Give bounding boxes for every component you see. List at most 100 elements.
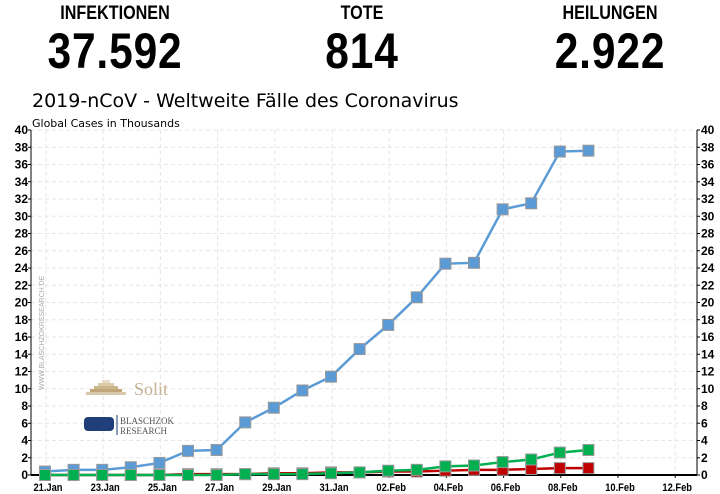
solit-logo: Solit: [134, 379, 168, 399]
y-tick-label-right: 26: [701, 244, 715, 258]
y-tick-label-left: 36: [15, 158, 29, 172]
data-point-infektionen: [525, 197, 538, 210]
data-point-infektionen: [468, 256, 480, 269]
data-point-heilungen: [325, 467, 337, 480]
stat-label: TOTE: [340, 3, 384, 24]
y-tick-label-right: 34: [701, 175, 715, 189]
chart-title: 2019-nCoV - Weltweite Fälle des Coronavi…: [32, 90, 459, 112]
solit-logo-icon: [94, 386, 118, 389]
data-point-infektionen: [153, 456, 166, 469]
stat-deaths: TOTE 814: [262, 0, 462, 77]
stat-recovered: HEILUNGEN 2.922: [510, 0, 710, 77]
y-tick-label-left: 38: [15, 140, 29, 154]
y-tick-label-left: 14: [15, 347, 29, 361]
y-tick-label-left: 20: [15, 296, 29, 310]
y-tick-label-right: 22: [701, 278, 715, 292]
data-point-infektionen: [353, 343, 366, 356]
y-tick-label-right: 0: [701, 468, 708, 482]
blaschzok-logo-text: BLASCHZOK: [120, 416, 175, 426]
data-point-heilungen: [296, 468, 309, 481]
y-tick-label-left: 4: [21, 434, 28, 448]
data-point-heilungen: [153, 469, 166, 481]
data-point-infektionen: [325, 370, 337, 383]
data-point-infektionen: [182, 444, 194, 457]
data-point-heilungen: [410, 463, 423, 476]
data-point-heilungen: [353, 466, 366, 479]
y-tick-label-right: 32: [701, 192, 715, 206]
y-tick-label-left: 22: [15, 278, 29, 292]
stat-value: 37.592: [47, 23, 183, 79]
y-tick-label-right: 20: [701, 296, 715, 310]
solit-logo-icon: [98, 383, 114, 386]
y-tick-label-right: 24: [701, 261, 715, 275]
y-tick-label-right: 6: [701, 416, 708, 430]
x-tick-label: 06.Feb: [491, 482, 521, 494]
blaschzok-logo-icon: [84, 417, 114, 431]
y-tick-label-right: 4: [701, 434, 708, 448]
data-point-heilungen: [39, 469, 51, 481]
data-point-tote: [553, 462, 566, 475]
x-tick-label: 21.Jan: [33, 482, 62, 494]
stat-value: 2.922: [554, 23, 666, 79]
data-point-heilungen: [67, 469, 80, 481]
research-logo-text: RESEARCH: [120, 426, 168, 436]
y-tick-label-right: 30: [701, 209, 715, 223]
y-tick-label-left: 26: [15, 244, 29, 258]
y-tick-label-left: 40: [15, 123, 29, 137]
stat-infections: INFEKTIONEN 37.592: [15, 0, 215, 77]
stat-value: 814: [325, 23, 399, 79]
y-tick-label-right: 2: [701, 451, 708, 465]
data-point-heilungen: [496, 456, 509, 469]
data-point-infektionen: [496, 203, 509, 216]
x-tick-label: 02.Feb: [376, 482, 406, 494]
data-point-infektionen: [410, 291, 423, 304]
solit-logo-icon: [90, 389, 122, 392]
x-tick-label: 12.Feb: [662, 482, 692, 494]
y-tick-label-right: 10: [701, 382, 715, 396]
y-tick-label-left: 18: [15, 313, 29, 327]
data-point-heilungen: [182, 469, 194, 481]
y-tick-label-right: 14: [701, 347, 715, 361]
data-point-infektionen: [553, 145, 566, 158]
y-tick-label-left: 16: [15, 330, 29, 344]
y-tick-label-right: 16: [701, 330, 715, 344]
x-tick-label: 31.Jan: [319, 482, 348, 494]
y-tick-label-left: 12: [15, 365, 29, 379]
y-tick-label-left: 6: [21, 416, 28, 430]
y-tick-label-right: 18: [701, 313, 715, 327]
solit-logo-icon: [102, 380, 110, 383]
y-tick-label-right: 40: [701, 123, 715, 137]
data-point-infektionen: [582, 144, 595, 157]
x-tick-label: 04.Feb: [434, 482, 464, 494]
data-point-heilungen: [582, 443, 595, 456]
y-tick-label-right: 12: [701, 365, 715, 379]
data-point-heilungen: [239, 468, 252, 481]
solit-logo-icon: [86, 392, 126, 395]
data-point-heilungen: [96, 469, 109, 481]
x-tick-label: 23.Jan: [91, 482, 120, 494]
y-tick-label-right: 8: [701, 399, 708, 413]
data-point-infektionen: [382, 318, 395, 331]
y-tick-label-left: 8: [21, 399, 28, 413]
data-point-heilungen: [382, 464, 395, 477]
y-tick-label-right: 36: [701, 158, 715, 172]
x-tick-label: 29.Jan: [262, 482, 291, 494]
x-tick-label: 27.Jan: [205, 482, 234, 494]
y-tick-label-left: 24: [15, 261, 29, 275]
y-tick-label-left: 10: [15, 382, 29, 396]
y-tick-label-left: 32: [15, 192, 29, 206]
data-point-infektionen: [210, 443, 223, 456]
data-point-infektionen: [439, 257, 452, 270]
data-point-heilungen: [439, 460, 452, 473]
data-point-heilungen: [468, 459, 480, 472]
data-point-infektionen: [267, 401, 280, 414]
y-tick-label-left: 30: [15, 209, 29, 223]
data-point-infektionen: [296, 384, 309, 397]
data-point-infektionen: [239, 416, 252, 429]
x-tick-label: 25.Jan: [148, 482, 177, 494]
y-tick-label-right: 38: [701, 140, 715, 154]
data-point-heilungen: [210, 469, 223, 481]
y-tick-label-right: 28: [701, 227, 715, 241]
data-point-heilungen: [525, 453, 538, 466]
